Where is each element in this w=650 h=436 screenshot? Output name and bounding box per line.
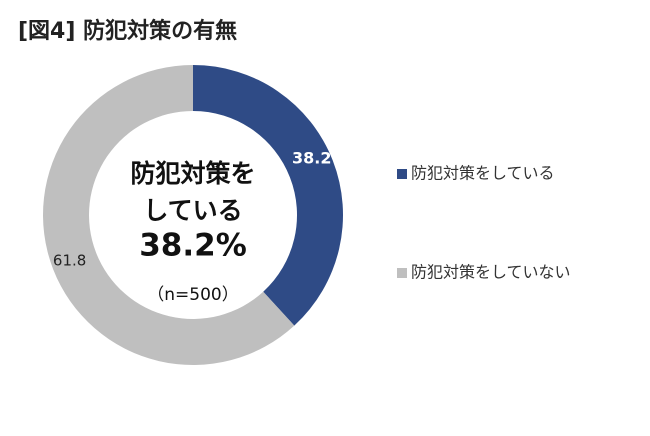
legend-swatch xyxy=(397,268,407,278)
center-text: している xyxy=(143,196,242,225)
donut-segment xyxy=(193,65,343,326)
legend-swatch xyxy=(397,169,407,179)
legend-label: 防犯対策をしていない xyxy=(411,263,571,282)
chart-title: [図4] 防犯対策の有無 xyxy=(18,18,237,44)
center-text: （n=500） xyxy=(147,285,238,305)
donut-segment xyxy=(43,65,295,365)
data-label: 38.2 xyxy=(292,149,331,168)
center-text: 38.2% xyxy=(139,228,247,264)
data-label: 61.8 xyxy=(53,252,86,270)
legend-label: 防犯対策をしている xyxy=(411,164,555,183)
center-text: 防犯対策を xyxy=(130,159,255,188)
